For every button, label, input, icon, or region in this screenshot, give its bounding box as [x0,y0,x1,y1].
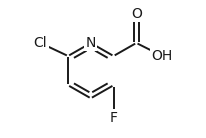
Text: F: F [110,111,118,125]
Text: O: O [131,7,142,21]
Text: OH: OH [152,49,173,63]
Text: N: N [86,36,96,50]
Text: Cl: Cl [34,36,47,50]
